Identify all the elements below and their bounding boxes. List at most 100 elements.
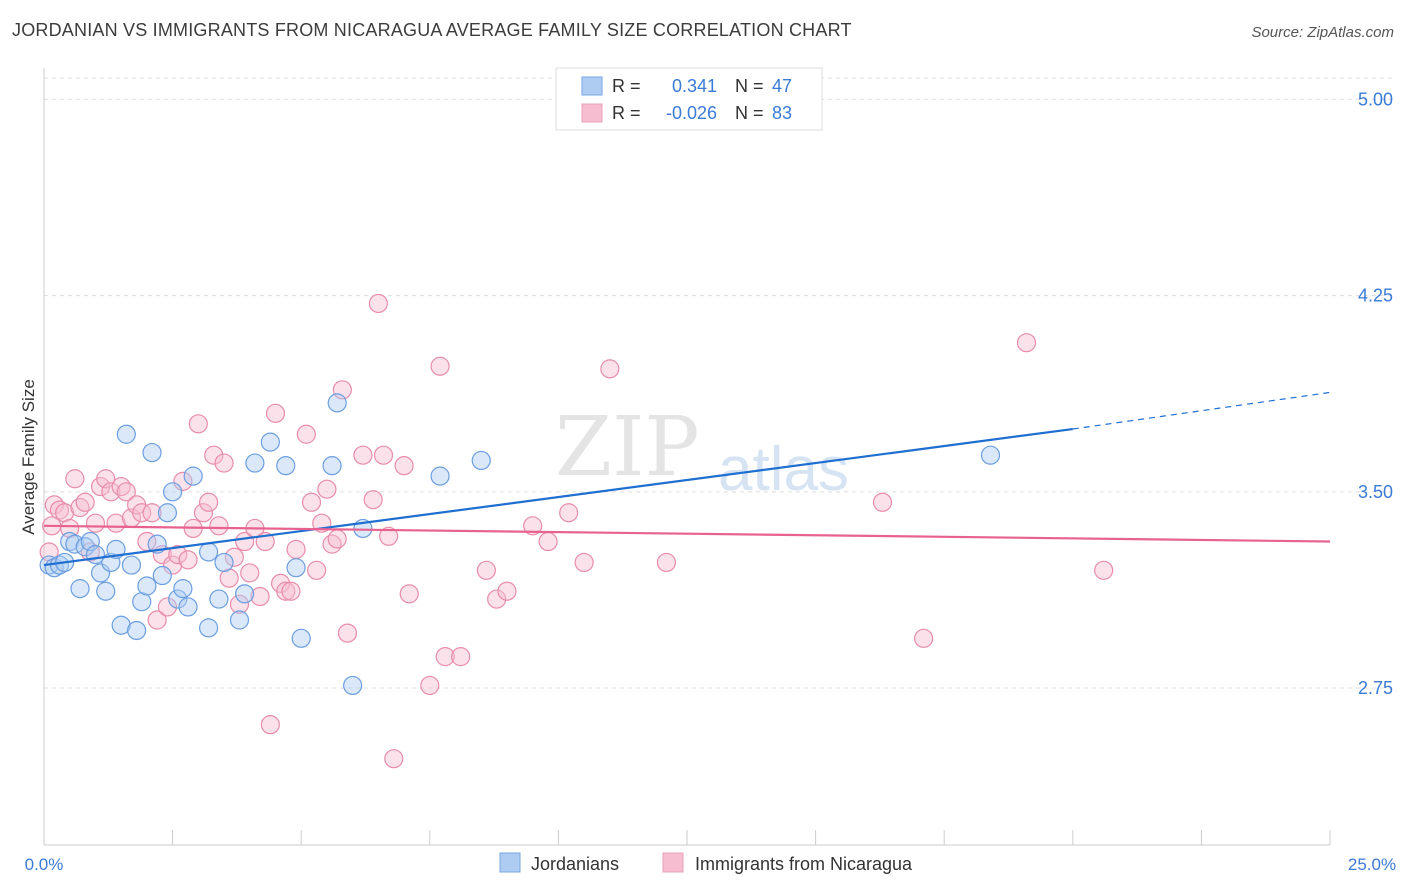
nicaragua-point [307, 560, 327, 580]
jordanian-point [90, 563, 111, 583]
x-tick-label-max: 25.0% [1348, 855, 1396, 874]
nicaragua-point [173, 471, 193, 491]
y-tick-label: 3.50 [1358, 482, 1393, 502]
y-tick-label: 4.25 [1358, 286, 1393, 306]
jordanian-point [137, 576, 157, 596]
legend-n-value-1: 47 [772, 76, 792, 96]
nicaragua-point [276, 581, 296, 601]
nicaragua-point [435, 647, 455, 667]
nicaragua-point [559, 503, 579, 523]
jordanian-point [245, 453, 265, 473]
nicaragua-point [44, 495, 64, 515]
jordanian-point [327, 393, 347, 413]
jordanian-point [75, 537, 95, 557]
jordanian-point [126, 620, 147, 641]
jordanian-point [157, 503, 178, 523]
nicaragua-point [337, 623, 358, 643]
nicaragua-point [214, 453, 234, 473]
nicaragua-point [600, 359, 620, 379]
nicaragua-point [420, 675, 440, 696]
nicaragua-point [168, 545, 188, 565]
nicaragua-point [1016, 333, 1037, 353]
jordanian-point [276, 456, 296, 476]
nicaragua-point [914, 628, 934, 648]
nicaragua-point [286, 539, 306, 559]
nicaragua-point [1094, 560, 1114, 580]
jordanian-point [111, 615, 131, 635]
y-tick-label: 5.00 [1358, 89, 1393, 109]
y-tick-label: 2.75 [1358, 678, 1393, 698]
nicaragua-point [265, 403, 286, 423]
nicaragua-point [250, 586, 270, 607]
jordanian-point [980, 445, 1001, 465]
nicaragua-point [132, 503, 152, 523]
nicaragua-point [353, 445, 373, 465]
jordanian-point [343, 675, 363, 696]
nicaragua-point [281, 581, 301, 601]
nicaragua-point [373, 445, 394, 465]
jordanian-point [471, 450, 491, 471]
jordanian-point [60, 531, 80, 552]
nicaragua-point [523, 516, 543, 536]
jordanian-point [173, 579, 193, 599]
jordanian-point [183, 466, 203, 486]
jordanian-point [163, 482, 183, 502]
jordanian-point [214, 552, 234, 573]
x-ticks [172, 830, 1331, 845]
nicaragua-point [574, 552, 594, 573]
nicaragua-point [296, 424, 316, 444]
jordanian-point [322, 456, 342, 476]
nicaragua-point [229, 594, 250, 614]
legend-r-label-1: R = [612, 76, 641, 96]
nicaragua-point [199, 492, 219, 512]
jordanian-point [235, 584, 255, 604]
nicaragua-point [80, 542, 100, 562]
jordanian-point [116, 424, 136, 444]
nicaragua-point [363, 490, 383, 510]
series-nicaragua-points [39, 293, 1114, 769]
nicaragua-point [487, 589, 507, 609]
legend-bottom-label-nicaragua: Immigrants from Nicaragua [695, 854, 913, 874]
jordanian-point [291, 628, 311, 648]
nicaragua-point [204, 445, 224, 465]
series-jordanians-points [39, 393, 1001, 696]
legend-n-label-2: N = [735, 103, 764, 123]
nicaragua-point [178, 550, 198, 570]
nicaragua-point [147, 610, 167, 630]
nicaragua-point [497, 581, 517, 601]
jordanian-point [142, 442, 162, 463]
nicaragua-point [240, 563, 260, 583]
legend-r-label-2: R = [612, 103, 641, 123]
nicaragua-point [75, 492, 95, 512]
legend-bottom-label-jordanians: Jordanians [531, 854, 619, 874]
nicaragua-point [70, 497, 90, 518]
legend-bottom-swatch-nicaragua [662, 852, 684, 873]
legend-swatch-blue [581, 76, 603, 96]
nicaragua-point [430, 356, 450, 376]
y-axis-label: Average Family Size [19, 379, 38, 535]
nicaragua-point [538, 531, 558, 552]
nicaragua-point [476, 560, 496, 580]
nicaragua-point [327, 529, 347, 549]
jordanian-point [121, 555, 142, 575]
nicaragua-point [872, 492, 893, 512]
nicaragua-point [656, 552, 677, 573]
nicaragua-point [49, 500, 70, 520]
nicaragua-point [260, 715, 280, 735]
nicaragua-point [142, 503, 162, 523]
trend-line-jordanians [43, 427, 1073, 567]
chart-title: JORDANIAN VS IMMIGRANTS FROM NICARAGUA A… [12, 20, 852, 40]
legend-bottom: Jordanians Immigrants from Nicaragua [499, 852, 913, 874]
jordanian-point [209, 589, 229, 609]
nicaragua-point [163, 555, 183, 575]
nicaragua-point [322, 534, 342, 554]
nicaragua-point [111, 476, 131, 497]
nicaragua-point [399, 584, 419, 604]
jordanian-point [168, 589, 188, 609]
nicaragua-point [85, 513, 106, 533]
legend-bottom-swatch-jordanians [499, 852, 521, 873]
nicaragua-point [101, 482, 121, 502]
source-label: Source: ZipAtlas.com [1251, 24, 1394, 41]
jordanian-point [430, 466, 450, 486]
